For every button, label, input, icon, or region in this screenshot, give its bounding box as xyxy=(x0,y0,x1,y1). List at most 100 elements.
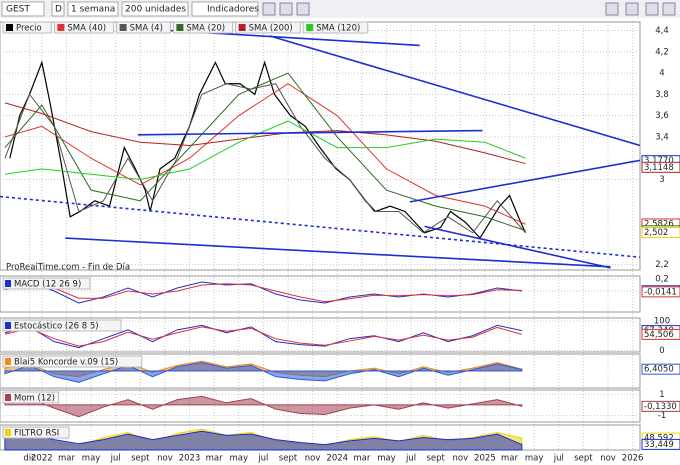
price-tag xyxy=(641,328,680,340)
icon-button[interactable] xyxy=(645,2,659,16)
y-tick-label: 100 xyxy=(654,316,670,326)
indicators[interactable]: Indicadores xyxy=(207,5,259,15)
x-tick-label: jul xyxy=(110,454,121,464)
panel-title: Estocástico (26 8 5) xyxy=(14,322,99,332)
legend-label: SMA (20) xyxy=(186,24,225,34)
icon-button[interactable] xyxy=(262,2,276,16)
mode-box[interactable] xyxy=(51,1,65,17)
trend-line xyxy=(137,129,483,136)
x-tick-label: may xyxy=(525,454,544,464)
legend-label: SMA (4) xyxy=(130,24,163,34)
price-tag-label: 48,592 xyxy=(644,434,674,444)
series-line xyxy=(4,83,526,225)
series-line xyxy=(4,120,526,181)
price-tag-label: 3,1770 xyxy=(644,156,674,166)
period-box[interactable] xyxy=(67,1,119,17)
icon-button[interactable] xyxy=(279,2,293,16)
price-tag-label: -0,0141 xyxy=(644,287,677,297)
legend-swatch xyxy=(6,24,13,31)
price-tag-label: 6,4050 xyxy=(644,365,674,375)
y-tick-label: 4,4 xyxy=(655,26,669,36)
panel-title-icon xyxy=(5,394,11,401)
panel-title-icon xyxy=(5,280,11,287)
series-line xyxy=(4,72,526,232)
legend-label: SMA (200) xyxy=(249,24,293,34)
y-tick-label: 3,4 xyxy=(655,132,669,142)
x-tick-label: sept xyxy=(426,454,445,464)
legend-label: SMA (40) xyxy=(67,24,106,34)
x-tick-label: sept xyxy=(279,454,298,464)
toolbar: GEST D 1 semana 200 unidades Indicadores xyxy=(0,0,680,18)
legend-box xyxy=(116,21,171,34)
y-tick-label: 3 xyxy=(659,175,664,185)
x-tick-label: 2022 xyxy=(31,454,53,464)
x-tick-label: nov xyxy=(600,454,616,464)
x-tick-label: sept xyxy=(131,454,150,464)
panel-title: MACD (12 26 9) xyxy=(14,280,81,290)
panel-title-icon xyxy=(5,358,11,365)
x-tick-label: mar xyxy=(353,454,370,464)
icon-button[interactable] xyxy=(625,2,639,16)
trend-line xyxy=(269,35,641,147)
watermark: ProRealTime.com - Fin de Día xyxy=(6,263,130,273)
legend-box xyxy=(235,21,301,34)
x-tick-label: jul xyxy=(257,454,268,464)
y-tick-label: 3,8 xyxy=(655,90,669,100)
trend-line xyxy=(0,195,641,259)
y-tick-label: 2,2 xyxy=(655,260,669,270)
price-tag xyxy=(641,400,680,412)
x-tick-label: 2025 xyxy=(474,454,496,464)
units-box[interactable] xyxy=(121,1,189,17)
panel-title-box xyxy=(2,391,60,404)
panel-title: FILTRO RSI xyxy=(14,429,59,439)
price-tag-label: 3,1148 xyxy=(644,163,674,173)
legend-label: Precio xyxy=(16,24,42,34)
x-tick-label: 2023 xyxy=(179,454,201,464)
series-area xyxy=(4,361,523,383)
legend-swatch xyxy=(119,24,127,31)
x-tick-label: may xyxy=(377,454,396,464)
symbol[interactable]: GEST xyxy=(6,5,30,15)
price-tag-label: 2,5826 xyxy=(644,219,674,229)
series-line xyxy=(4,83,526,234)
legend-swatch xyxy=(57,24,65,31)
price-tag-label: -0,1330 xyxy=(644,402,677,412)
units[interactable]: 200 unidades xyxy=(125,5,186,15)
panel-title-box xyxy=(2,319,122,332)
legend-box xyxy=(302,21,369,34)
icon-button[interactable] xyxy=(296,2,310,16)
panel-title-box xyxy=(2,426,70,439)
legend-swatch xyxy=(176,24,184,31)
price-tag-label: 2,502 xyxy=(644,228,668,238)
icon-button[interactable] xyxy=(662,2,676,16)
y-tick-label: 0,2 xyxy=(655,275,669,285)
price-tag xyxy=(641,227,680,239)
x-tick-label: mar xyxy=(58,454,75,464)
legend-box xyxy=(53,21,115,34)
price-tag-label: 54,506 xyxy=(644,330,674,340)
x-tick-label: 2026 xyxy=(622,454,644,464)
panel-title-icon xyxy=(5,322,11,329)
panel-title-icon xyxy=(5,429,11,436)
y-tick-label: -1 xyxy=(658,411,666,421)
mode[interactable]: D xyxy=(55,5,62,15)
indicators-box[interactable] xyxy=(191,1,259,17)
icon-button[interactable] xyxy=(605,2,619,16)
price-tag xyxy=(641,438,680,450)
series-area xyxy=(4,395,523,418)
legend-swatch xyxy=(306,24,314,31)
series-line xyxy=(4,283,522,303)
price-tag xyxy=(641,286,680,298)
x-tick-label: may xyxy=(230,454,249,464)
x-tick-label: jul xyxy=(405,454,416,464)
period[interactable]: 1 semana xyxy=(71,5,115,15)
trend-line xyxy=(424,225,611,269)
legend-box xyxy=(172,21,234,34)
panel-title: Mom (12) xyxy=(14,394,55,404)
panel-title-box xyxy=(2,277,91,290)
symbol-box[interactable] xyxy=(1,1,45,17)
series-line xyxy=(4,326,522,347)
trend-line xyxy=(65,237,611,268)
